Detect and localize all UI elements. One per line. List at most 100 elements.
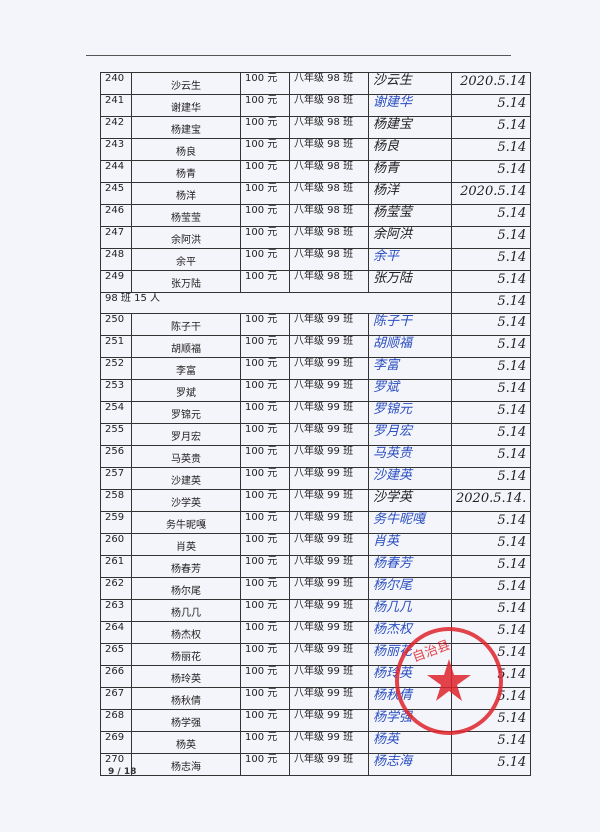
- row-number: 250: [100, 313, 132, 336]
- amount: 100 元: [240, 226, 290, 249]
- amount: 100 元: [240, 599, 290, 622]
- table-row: 251 胡顺福 100 元八年级 99 班胡顺福 5.14: [100, 335, 532, 358]
- row-number: 246: [100, 204, 132, 227]
- signed-date: 5.14: [450, 423, 532, 446]
- row-number: 266: [100, 665, 132, 688]
- amount: 100 元: [240, 335, 290, 358]
- amount: 100 元: [240, 489, 290, 512]
- amount: 100 元: [240, 94, 290, 117]
- table-row: 255 罗月宏 100 元八年级 99 班罗月宏 5.14: [100, 423, 532, 446]
- student-name: 马英贵: [131, 445, 241, 468]
- class-name: 八年级 99 班: [289, 511, 369, 534]
- signature: 杨建宝: [368, 116, 452, 139]
- class-name: 八年级 98 班: [289, 138, 369, 161]
- page-number: 9 / 18: [108, 767, 137, 777]
- student-name: 杨良: [131, 138, 241, 161]
- signature: 杨尔尾: [368, 577, 452, 600]
- row-number: 241: [100, 94, 132, 117]
- class-name: 八年级 98 班: [289, 270, 369, 293]
- signature: 肖英: [368, 533, 452, 556]
- signed-date: 5.14: [450, 335, 532, 358]
- table-row: 261 杨春芳 100 元八年级 99 班杨春芳 5.14: [100, 555, 532, 578]
- amount: 100 元: [240, 401, 290, 424]
- amount: 100 元: [240, 511, 290, 534]
- signature: 沙学英: [368, 489, 452, 512]
- student-name: 张万陆: [131, 270, 241, 293]
- student-name: 罗斌: [131, 379, 241, 402]
- signed-date: 5.14: [450, 248, 532, 271]
- row-number: 255: [100, 423, 132, 446]
- class-name: 八年级 98 班: [289, 72, 369, 95]
- row-number: 258: [100, 489, 132, 512]
- class-name: 八年级 99 班: [289, 379, 369, 402]
- header-rule: [86, 55, 511, 56]
- student-name: 陈子干: [131, 313, 241, 336]
- row-number: 259: [100, 511, 132, 534]
- signed-date: 5.14: [450, 357, 532, 380]
- row-number: 245: [100, 182, 132, 205]
- class-summary-row: 98 班 15 人 5.14: [100, 292, 532, 314]
- amount: 100 元: [240, 204, 290, 227]
- signature: 务牛昵嘎: [368, 511, 452, 534]
- row-number: 253: [100, 379, 132, 402]
- class-name: 八年级 99 班: [289, 665, 369, 688]
- class-name: 八年级 99 班: [289, 423, 369, 446]
- class-name: 八年级 99 班: [289, 709, 369, 732]
- student-name: 杨英: [131, 731, 241, 754]
- amount: 100 元: [240, 709, 290, 732]
- amount: 100 元: [240, 731, 290, 754]
- signed-date: 5.14: [450, 555, 532, 578]
- student-name: 杨杰权: [131, 621, 241, 644]
- class-name: 八年级 99 班: [289, 753, 369, 776]
- signed-date: 5.14: [450, 445, 532, 468]
- amount: 100 元: [240, 313, 290, 336]
- class-name: 八年级 98 班: [289, 160, 369, 183]
- signature: 余阿洪: [368, 226, 452, 249]
- amount: 100 元: [240, 445, 290, 468]
- class-name: 八年级 99 班: [289, 467, 369, 490]
- class-name: 八年级 98 班: [289, 182, 369, 205]
- table-row: 248 余平 100 元八年级 98 班余平 5.14: [100, 248, 532, 271]
- student-name: 谢建华: [131, 94, 241, 117]
- row-number: 247: [100, 226, 132, 249]
- signed-date: 5.14: [450, 511, 532, 534]
- signed-date: 5.14: [450, 401, 532, 424]
- amount: 100 元: [240, 379, 290, 402]
- amount: 100 元: [240, 160, 290, 183]
- row-number: 269: [100, 731, 132, 754]
- student-name: 胡顺福: [131, 335, 241, 358]
- table-row: 240 沙云生 100 元八年级 98 班沙云生 2020.5.14: [100, 72, 532, 95]
- star-icon: [427, 659, 471, 701]
- signature: 陈子干: [368, 313, 452, 336]
- row-number: 267: [100, 687, 132, 710]
- signature: 杨良: [368, 138, 452, 161]
- class-name: 八年级 98 班: [289, 116, 369, 139]
- student-name: 杨莹莹: [131, 204, 241, 227]
- amount: 100 元: [240, 687, 290, 710]
- signature: 张万陆: [368, 270, 452, 293]
- row-number: 264: [100, 621, 132, 644]
- table-row: 252 李富 100 元八年级 99 班李富 5.14: [100, 357, 532, 380]
- student-name: 杨青: [131, 160, 241, 183]
- student-name: 罗月宏: [131, 423, 241, 446]
- signature: 马英贵: [368, 445, 452, 468]
- table-row: 253 罗斌 100 元八年级 99 班罗斌 5.14: [100, 379, 532, 402]
- signature: 罗月宏: [368, 423, 452, 446]
- row-number: 268: [100, 709, 132, 732]
- class-name: 八年级 99 班: [289, 555, 369, 578]
- signature: 杨洋: [368, 182, 452, 205]
- class-name: 八年级 99 班: [289, 335, 369, 358]
- signature: 沙云生: [368, 72, 452, 95]
- amount: 100 元: [240, 643, 290, 666]
- signature: 余平: [368, 248, 452, 271]
- table-row: 250 陈子干 100 元八年级 99 班陈子干 5.14: [100, 313, 532, 336]
- amount: 100 元: [240, 665, 290, 688]
- signature: 李富: [368, 357, 452, 380]
- table-row: 243 杨良 100 元八年级 98 班杨良 5.14: [100, 138, 532, 161]
- table-row: 256 马英贵 100 元八年级 99 班马英贵 5.14: [100, 445, 532, 468]
- class-name: 八年级 99 班: [289, 489, 369, 512]
- class-name: 八年级 99 班: [289, 731, 369, 754]
- row-number: 243: [100, 138, 132, 161]
- class-name: 八年级 99 班: [289, 621, 369, 644]
- row-number: 263: [100, 599, 132, 622]
